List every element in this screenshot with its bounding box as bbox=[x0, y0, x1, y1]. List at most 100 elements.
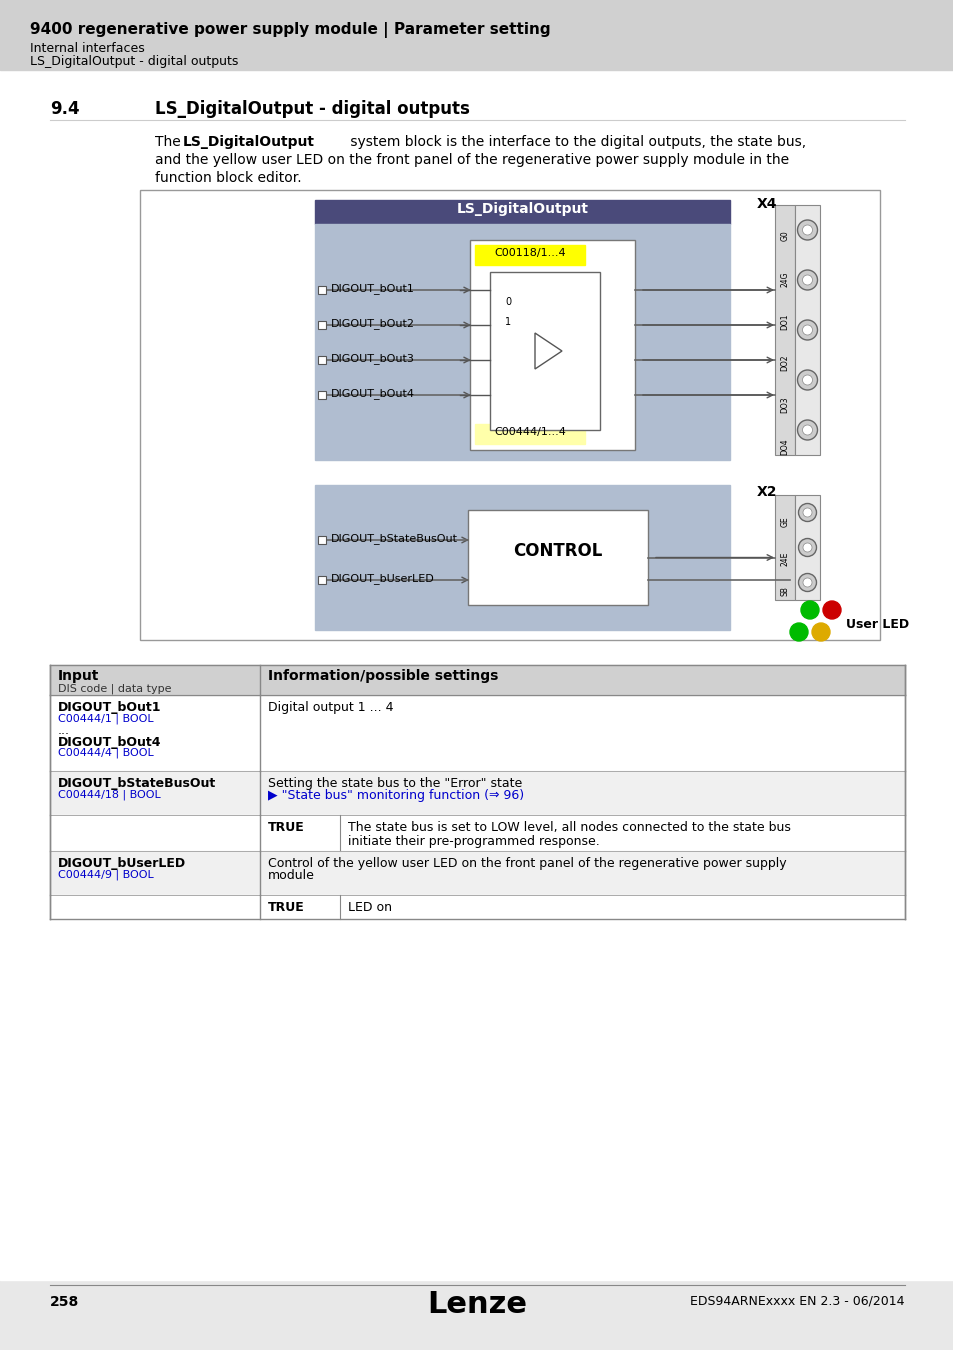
Circle shape bbox=[802, 578, 811, 587]
Text: Setting the state bus to the "Error" state: Setting the state bus to the "Error" sta… bbox=[268, 778, 521, 790]
Text: C00444/9 | BOOL: C00444/9 | BOOL bbox=[58, 869, 153, 879]
Text: 258: 258 bbox=[50, 1295, 79, 1309]
Bar bbox=[468, 510, 647, 605]
Text: Lenze: Lenze bbox=[427, 1291, 526, 1319]
Circle shape bbox=[802, 508, 811, 517]
Circle shape bbox=[801, 375, 812, 385]
Bar bbox=[317, 536, 326, 544]
Text: The state bus is set to LOW level, all nodes connected to the state bus: The state bus is set to LOW level, all n… bbox=[348, 821, 790, 834]
Text: User LED: User LED bbox=[845, 617, 908, 630]
Text: C00444/18 | BOOL: C00444/18 | BOOL bbox=[58, 788, 161, 799]
Text: ...: ... bbox=[58, 724, 70, 737]
Bar bbox=[490, 271, 599, 431]
Bar bbox=[314, 485, 729, 630]
Text: DIGOUT_bUserLED: DIGOUT_bUserLED bbox=[58, 857, 186, 869]
Text: Control of the yellow user LED on the front panel of the regenerative power supp: Control of the yellow user LED on the fr… bbox=[268, 857, 786, 869]
Bar bbox=[314, 224, 729, 460]
Text: DIGOUT_bUserLED: DIGOUT_bUserLED bbox=[331, 574, 435, 585]
Bar bbox=[470, 240, 635, 450]
Text: 24E: 24E bbox=[780, 552, 789, 566]
Bar bbox=[774, 495, 794, 599]
Text: DIGOUT_bStateBusOut: DIGOUT_bStateBusOut bbox=[331, 533, 457, 544]
Bar bbox=[794, 205, 820, 455]
Bar bbox=[317, 321, 326, 329]
Text: module: module bbox=[268, 869, 314, 882]
Bar bbox=[50, 666, 904, 695]
Text: Input: Input bbox=[58, 670, 99, 683]
Circle shape bbox=[801, 325, 812, 335]
Text: LS_DigitalOutput - digital outputs: LS_DigitalOutput - digital outputs bbox=[154, 100, 470, 117]
Circle shape bbox=[801, 225, 812, 235]
Text: DO1: DO1 bbox=[780, 313, 789, 329]
Circle shape bbox=[801, 275, 812, 285]
Text: TRUE: TRUE bbox=[268, 821, 304, 834]
Text: 24G: 24G bbox=[780, 271, 789, 288]
Bar bbox=[0, 70, 953, 1280]
Text: The: The bbox=[154, 135, 185, 148]
Text: DO3: DO3 bbox=[780, 397, 789, 413]
Text: SB: SB bbox=[780, 586, 789, 597]
Bar bbox=[314, 200, 729, 224]
Text: 0: 0 bbox=[504, 297, 511, 306]
Text: 1: 1 bbox=[504, 317, 511, 327]
Bar bbox=[50, 695, 904, 771]
Bar bbox=[317, 576, 326, 585]
Text: 9400 regenerative power supply module | Parameter setting: 9400 regenerative power supply module | … bbox=[30, 22, 550, 38]
Text: LS_DigitalOutput: LS_DigitalOutput bbox=[183, 135, 314, 148]
Bar bbox=[140, 190, 879, 640]
Text: LS_DigitalOutput: LS_DigitalOutput bbox=[456, 202, 588, 216]
Text: DIGOUT_bOut2: DIGOUT_bOut2 bbox=[331, 319, 415, 329]
Text: DIGOUT_bOut1: DIGOUT_bOut1 bbox=[58, 701, 161, 714]
Text: Internal interfaces: Internal interfaces bbox=[30, 42, 145, 55]
Text: CONTROL: CONTROL bbox=[513, 543, 602, 560]
Text: function block editor.: function block editor. bbox=[154, 171, 301, 185]
Text: DIGOUT_bOut4: DIGOUT_bOut4 bbox=[331, 389, 415, 400]
Text: DIGOUT_bStateBusOut: DIGOUT_bStateBusOut bbox=[58, 778, 216, 790]
Bar bbox=[317, 392, 326, 400]
Text: DIS code | data type: DIS code | data type bbox=[58, 683, 172, 694]
Circle shape bbox=[801, 601, 818, 620]
Bar bbox=[774, 205, 794, 455]
Text: C00444/1 | BOOL: C00444/1 | BOOL bbox=[58, 713, 153, 724]
Circle shape bbox=[798, 574, 816, 591]
Text: 9.4: 9.4 bbox=[50, 100, 79, 117]
Text: G0: G0 bbox=[780, 230, 789, 240]
Text: ▶ "State bus" monitoring function (⇒ 96): ▶ "State bus" monitoring function (⇒ 96) bbox=[268, 788, 523, 802]
Text: C00444/1...4: C00444/1...4 bbox=[494, 427, 565, 437]
Circle shape bbox=[802, 543, 811, 552]
Bar bbox=[475, 244, 584, 265]
Text: DIGOUT_bOut3: DIGOUT_bOut3 bbox=[331, 354, 415, 364]
Text: DO2: DO2 bbox=[780, 355, 789, 371]
Bar bbox=[50, 771, 904, 815]
Text: and the yellow user LED on the front panel of the regenerative power supply modu: and the yellow user LED on the front pan… bbox=[154, 153, 788, 167]
Text: DIGOUT_bOut4: DIGOUT_bOut4 bbox=[58, 736, 161, 749]
Text: X2: X2 bbox=[757, 485, 777, 500]
Text: Digital output 1 ... 4: Digital output 1 ... 4 bbox=[268, 701, 393, 714]
Circle shape bbox=[797, 220, 817, 240]
Text: system block is the interface to the digital outputs, the state bus,: system block is the interface to the dig… bbox=[346, 135, 805, 148]
Bar bbox=[50, 895, 904, 919]
Circle shape bbox=[797, 270, 817, 290]
Text: LED on: LED on bbox=[348, 900, 392, 914]
Circle shape bbox=[798, 504, 816, 521]
Text: DO4: DO4 bbox=[780, 439, 789, 455]
Bar bbox=[50, 815, 904, 850]
Bar bbox=[0, 0, 953, 70]
Circle shape bbox=[797, 420, 817, 440]
Text: C00118/1...4: C00118/1...4 bbox=[494, 248, 565, 258]
Circle shape bbox=[801, 425, 812, 435]
Bar bbox=[794, 495, 820, 599]
Text: TRUE: TRUE bbox=[268, 900, 304, 914]
Text: X4: X4 bbox=[757, 197, 777, 211]
Circle shape bbox=[822, 601, 841, 620]
Bar bbox=[50, 850, 904, 895]
Text: C00444/4 | BOOL: C00444/4 | BOOL bbox=[58, 748, 153, 759]
Circle shape bbox=[789, 622, 807, 641]
Text: LS_DigitalOutput - digital outputs: LS_DigitalOutput - digital outputs bbox=[30, 55, 238, 68]
Bar bbox=[317, 286, 326, 294]
Text: EDS94ARNExxxx EN 2.3 - 06/2014: EDS94ARNExxxx EN 2.3 - 06/2014 bbox=[690, 1295, 904, 1308]
Text: initiate their pre-programmed response.: initiate their pre-programmed response. bbox=[348, 836, 599, 848]
Text: GE: GE bbox=[780, 517, 789, 526]
Circle shape bbox=[811, 622, 829, 641]
Bar bbox=[317, 356, 326, 365]
